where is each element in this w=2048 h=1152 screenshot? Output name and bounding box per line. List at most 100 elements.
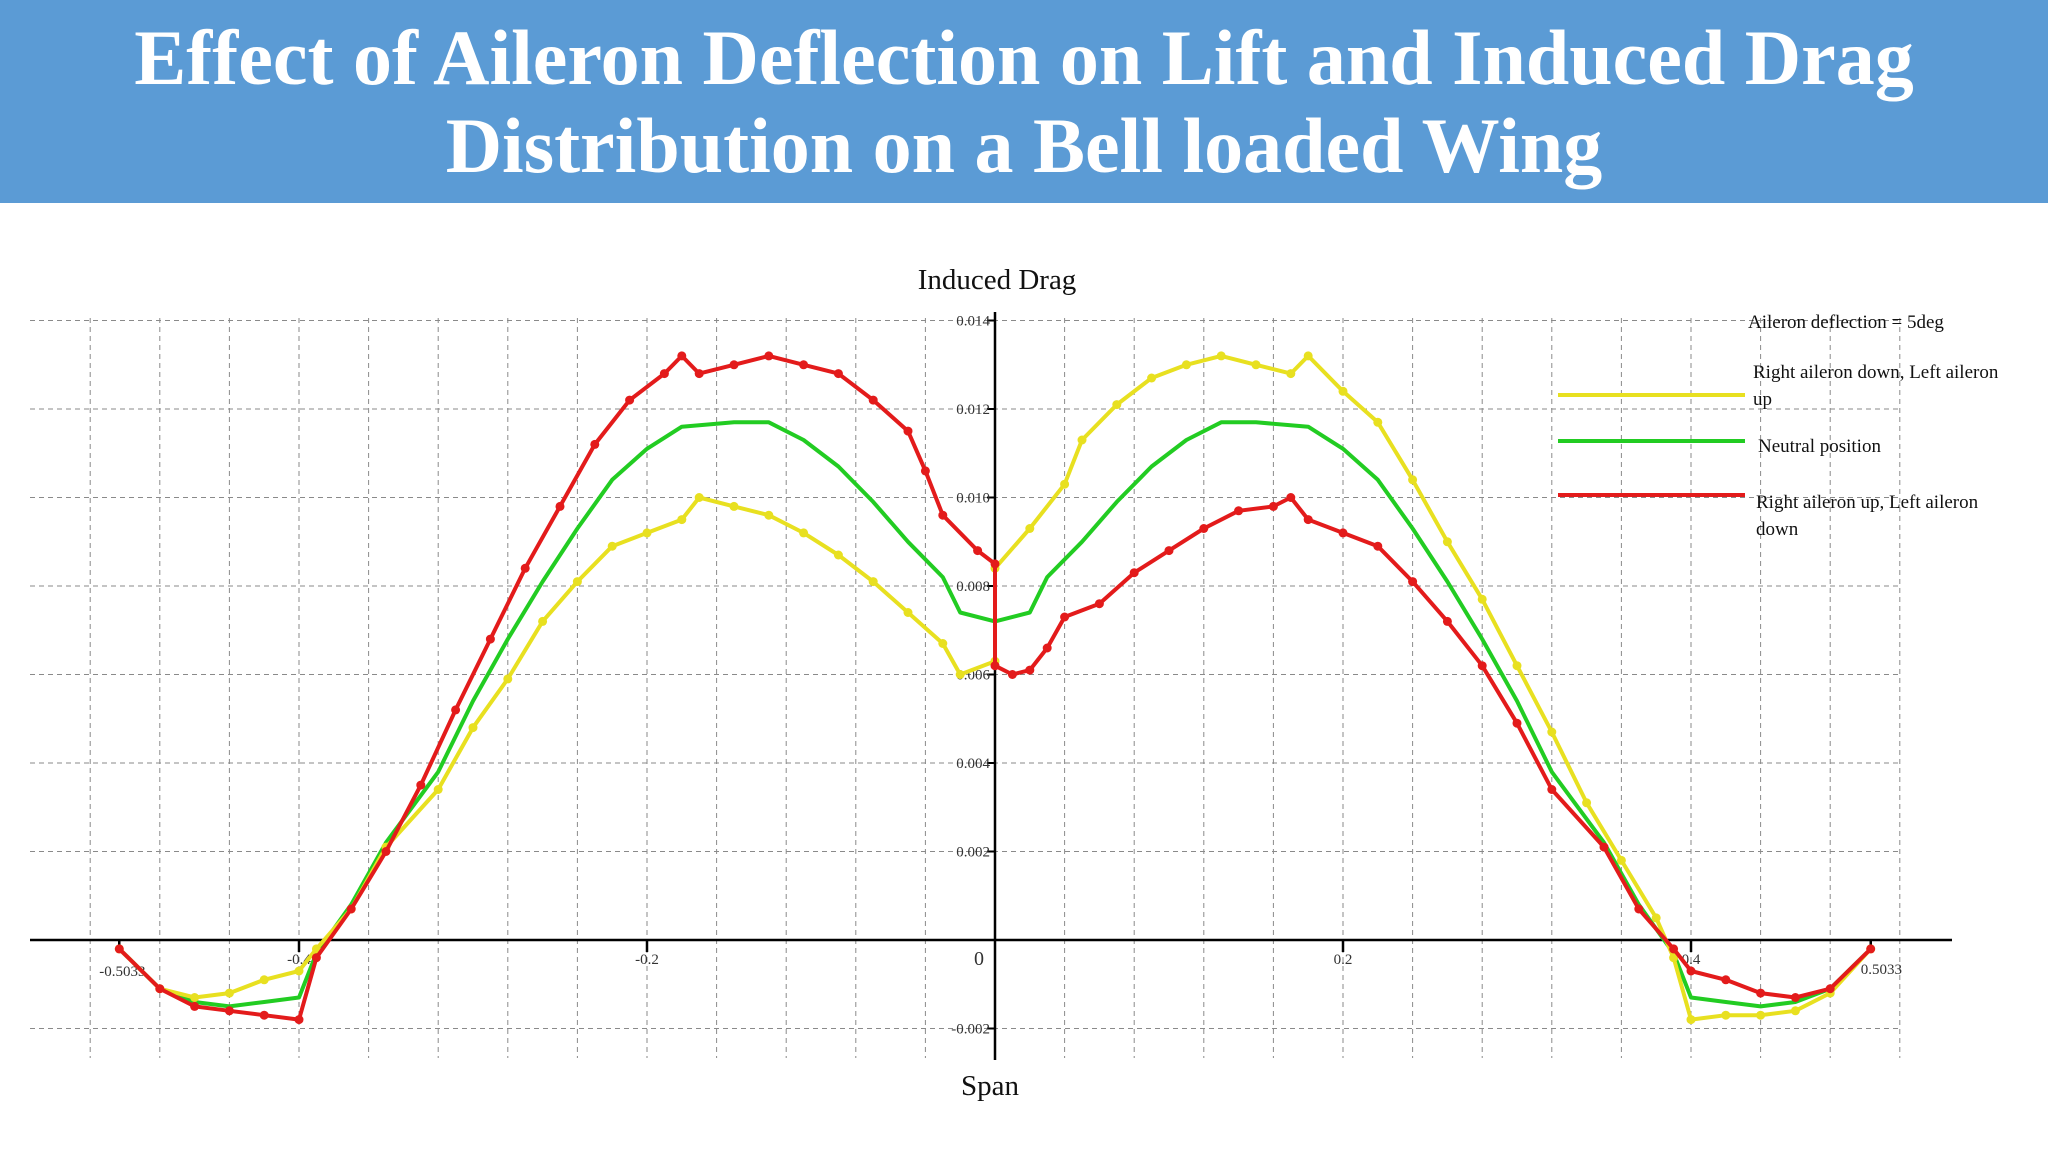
series-2-point-28	[990, 559, 1000, 569]
y-tick-label-6: 0.012	[956, 402, 990, 418]
x-axis-label: Span	[961, 1070, 1020, 1102]
series-2-point-11	[485, 634, 495, 644]
legend-label-2: Right aileron up, Left aileron down	[1756, 492, 1979, 540]
series-2-point-1	[155, 984, 165, 994]
axes: -0.0020.0020.0040.0060.0080.0100.0120.01…	[30, 312, 1952, 1060]
legend-label-0: Right aileron down, Left aileron up	[1753, 362, 1999, 410]
series-2-point-34	[1094, 599, 1104, 609]
series-2-point-54	[1756, 988, 1766, 998]
series-2-point-8	[381, 847, 391, 856]
series-0-point-23	[903, 608, 913, 617]
series-2-point-43	[1373, 541, 1383, 551]
y-tick-label-7: 0.014	[956, 314, 990, 330]
series-2-point-46	[1477, 661, 1487, 671]
series-0-point-30	[1077, 435, 1087, 445]
series-2-point-27	[973, 546, 983, 556]
series-0-point-43	[1512, 661, 1522, 671]
series-0-point-16	[677, 515, 687, 525]
series-0-point-9	[433, 785, 443, 794]
series-0-point-52	[1790, 1006, 1800, 1016]
series-0-point-24	[938, 639, 948, 648]
series-2-point-19	[729, 360, 739, 370]
page-title-line-2: Distribution on a Bell loaded Wing	[445, 101, 1603, 189]
series-2-point-6	[311, 953, 321, 963]
series-2-point-31	[1025, 665, 1035, 675]
series-2-point-21	[799, 360, 809, 370]
series-2-point-9	[416, 780, 426, 790]
series-2-point-12	[520, 563, 530, 573]
y-tick-label-1: 0.002	[956, 845, 990, 861]
series-2-point-37	[1199, 524, 1209, 533]
series-2-point-33	[1060, 612, 1070, 622]
series-0-point-25	[955, 670, 965, 679]
series-0-point-17	[694, 493, 704, 502]
series-2-point-39	[1268, 501, 1278, 511]
series	[114, 351, 1876, 1025]
series-2-point-7	[346, 904, 356, 914]
series-0-point-21	[833, 550, 843, 560]
legend: Right aileron down, Left aileron up Neutra…	[1558, 362, 1999, 540]
y-tick-label-4: 0.008	[956, 579, 990, 595]
series-0-point-35	[1251, 360, 1261, 370]
series-0-point-29	[1060, 479, 1070, 489]
series-0-point-44	[1547, 727, 1557, 737]
series-0-point-47	[1651, 913, 1661, 923]
series-2-point-29	[990, 661, 1000, 671]
series-0-point-33	[1181, 360, 1191, 370]
series-2-point-55	[1790, 993, 1800, 1002]
series-2-point-57	[1866, 944, 1876, 954]
series-2-point-36	[1164, 546, 1174, 556]
series-0-point-20	[799, 528, 809, 538]
x-tick-label-3: 0	[974, 948, 984, 970]
series-0-point-19	[764, 510, 774, 520]
legend-label-1: Neutral position	[1758, 436, 1881, 457]
series-2-point-49	[1599, 842, 1609, 852]
series-2-point-44	[1408, 577, 1418, 587]
series-2-point-10	[451, 705, 461, 715]
series-2-point-4	[259, 1010, 269, 1020]
series-2-point-42	[1338, 528, 1348, 538]
series-2-point-25	[920, 466, 930, 476]
series-0-point-3	[224, 988, 234, 998]
y-tick-label-2: 0.004	[956, 756, 990, 772]
series-2-point-53	[1721, 975, 1731, 985]
series-0-point-10	[468, 723, 478, 733]
series-0-point-18	[729, 501, 739, 511]
series-0-point-50	[1721, 1010, 1731, 1020]
legend-note: Aileron deflection = 5deg	[1748, 312, 1944, 333]
series-0-point-14	[607, 541, 617, 551]
series-0-point-22	[868, 577, 878, 587]
series-2-point-38	[1234, 506, 1244, 516]
series-2-point-17	[677, 351, 687, 361]
x-tick-label-6: 0.5033	[1861, 962, 1902, 978]
series-0-point-34	[1216, 351, 1226, 361]
series-2-point-48	[1547, 785, 1557, 794]
series-0-point-2	[190, 993, 200, 1002]
grid	[30, 318, 1901, 1058]
y-tick-label-5: 0.010	[956, 491, 990, 507]
series-2-point-24	[903, 426, 913, 436]
series-0-point-40	[1408, 475, 1418, 485]
series-2-point-13	[555, 501, 565, 511]
series-2-point-30	[1007, 670, 1017, 679]
x-tick-label-0: -0.5033	[99, 964, 145, 980]
series-0-point-11	[503, 674, 513, 684]
series-0-point-49	[1686, 1015, 1696, 1025]
series-0-point-38	[1338, 386, 1348, 396]
series-0-point-4	[259, 975, 269, 985]
series-2-point-26	[938, 510, 948, 520]
series-line-2	[117, 353, 1873, 1022]
series-2-point-0	[114, 944, 124, 954]
series-2-point-51	[1669, 944, 1679, 954]
x-tick-label-2: -0.2	[635, 952, 659, 968]
series-2-point-2	[190, 1001, 200, 1011]
series-0-point-31	[1112, 400, 1122, 410]
series-2-point-45	[1442, 616, 1452, 626]
series-0-point-42	[1477, 594, 1487, 604]
series-2-point-18	[694, 369, 704, 379]
series-2-point-35	[1129, 568, 1139, 578]
series-0-point-5	[294, 966, 304, 976]
series-0-point-46	[1616, 855, 1626, 865]
series-0-point-36	[1286, 369, 1296, 379]
